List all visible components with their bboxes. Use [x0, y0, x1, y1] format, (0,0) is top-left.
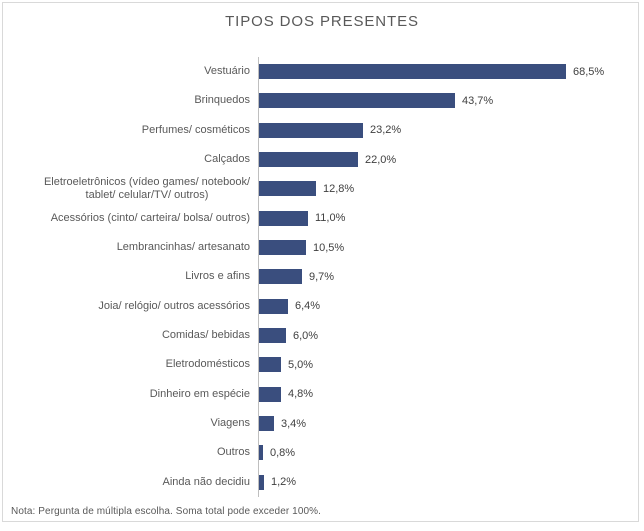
bar [259, 416, 274, 432]
plot-area: Vestuário 68,5% Brinquedos 43,7% Perfumes/ c… [0, 57, 644, 497]
category-label: Comidas/ bebidas [161, 329, 250, 342]
chart-row: Brinquedos 43,7% [0, 86, 644, 115]
category-label: Livros e afins [185, 270, 250, 283]
value-label: 3,4% [281, 417, 307, 430]
category-label-cell: Outros [0, 446, 250, 459]
bar [259, 181, 316, 197]
bar [259, 122, 363, 138]
category-label: Viagens [210, 417, 250, 430]
value-label: 43,7% [462, 94, 494, 107]
category-label: Eletrodomésticos [165, 358, 250, 371]
bar [259, 240, 306, 256]
value-label: 68,5% [573, 65, 605, 78]
bar [259, 298, 288, 314]
category-label: Calçados [204, 153, 250, 166]
chart-row: Perfumes/ cosméticos 23,2% [0, 116, 644, 145]
value-label: 4,8% [288, 388, 314, 401]
value-label: 22,0% [365, 153, 397, 166]
category-label: Vestuário [204, 65, 250, 78]
category-label-cell: Brinquedos [0, 94, 250, 107]
chart-row: Eletroeletrônicos (vídeo games/ notebook… [0, 174, 644, 203]
category-label-cell: Dinheiro em espécie [0, 388, 250, 401]
category-label-cell: Vestuário [0, 65, 250, 78]
bar [259, 474, 264, 490]
category-label-cell: Ainda não decidiu [0, 476, 250, 489]
category-label: Brinquedos [194, 94, 250, 107]
category-label: Eletroeletrônicos (vídeo games/ notebook… [43, 175, 250, 201]
category-label: Ainda não decidiu [162, 475, 250, 488]
value-label: 11,0% [315, 212, 346, 225]
chart-row: Outros 0,8% [0, 438, 644, 467]
chart-row: Vestuário 68,5% [0, 57, 644, 86]
chart-row: Comidas/ bebidas 6,0% [0, 321, 644, 350]
chart-row: Dinheiro em espécie 4,8% [0, 380, 644, 409]
category-label-cell: Perfumes/ cosméticos [0, 124, 250, 137]
category-label: Lembrancinhas/ artesanato [116, 241, 250, 254]
chart-row: Viagens 3,4% [0, 409, 644, 438]
category-label-cell: Comidas/ bebidas [0, 329, 250, 342]
bar [259, 210, 308, 226]
chart-row: Joia/ relógio/ outros acessórios 6,4% [0, 292, 644, 321]
value-label: 6,0% [293, 329, 319, 342]
bar [259, 328, 286, 344]
bar [259, 445, 263, 461]
bar [259, 357, 281, 373]
chart-card-border [2, 2, 639, 522]
bar [259, 269, 302, 285]
category-label: Perfumes/ cosméticos [141, 123, 250, 136]
category-label-cell: Calçados [0, 153, 250, 166]
bar [259, 93, 455, 109]
category-axis-line [258, 57, 259, 497]
category-label-cell: Livros e afins [0, 270, 250, 283]
category-label-cell: Viagens [0, 417, 250, 430]
category-label-cell: Joia/ relógio/ outros acessórios [0, 300, 250, 313]
value-label: 9,7% [309, 270, 335, 283]
chart-row: Eletrodomésticos 5,0% [0, 350, 644, 379]
chart-row: Lembrancinhas/ artesanato 10,5% [0, 233, 644, 262]
category-label-cell: Eletroeletrônicos (vídeo games/ notebook… [0, 176, 250, 202]
value-label: 5,0% [288, 358, 314, 371]
value-label: 10,5% [313, 241, 345, 254]
chart-row: Livros e afins 9,7% [0, 262, 644, 291]
chart-title: TIPOS DOS PRESENTES [225, 13, 419, 30]
bar [259, 386, 281, 402]
bar [259, 152, 358, 168]
category-label: Joia/ relógio/ outros acessórios [98, 299, 250, 312]
category-label: Outros [216, 446, 250, 459]
chart-footnote: Nota: Pergunta de múltipla escolha. Soma… [11, 506, 322, 517]
category-label-cell: Eletrodomésticos [0, 358, 250, 371]
category-label: Dinheiro em espécie [149, 387, 250, 400]
value-label: 12,8% [323, 182, 355, 195]
chart-row: Calçados 22,0% [0, 145, 644, 174]
value-label: 6,4% [295, 300, 321, 313]
category-label-cell: Lembrancinhas/ artesanato [0, 241, 250, 254]
bar [259, 64, 566, 80]
value-label: 0,8% [270, 446, 296, 459]
category-label-cell: Acessórios (cinto/ carteira/ bolsa/ outr… [0, 212, 250, 225]
value-label: 1,2% [271, 476, 297, 489]
value-label: 23,2% [370, 124, 402, 137]
chart-row: Ainda não decidiu 1,2% [0, 468, 644, 497]
chart-row: Acessórios (cinto/ carteira/ bolsa/ outr… [0, 204, 644, 233]
category-label: Acessórios (cinto/ carteira/ bolsa/ outr… [50, 211, 250, 224]
